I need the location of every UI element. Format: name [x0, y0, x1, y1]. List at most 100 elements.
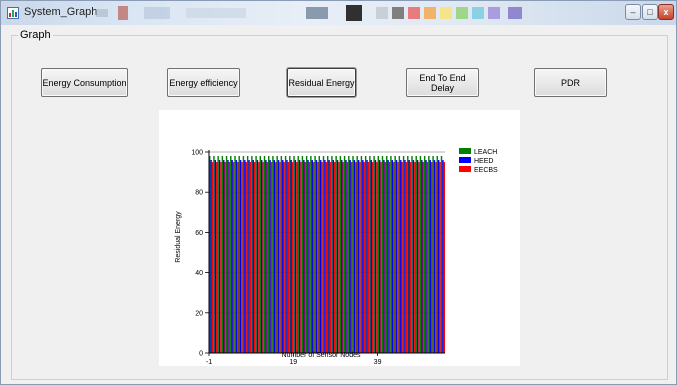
energy-consumption-button[interactable]: Energy Consumption — [41, 68, 128, 97]
bar-heed — [408, 160, 410, 353]
bar-eecbs — [211, 162, 214, 353]
bar-heed — [421, 160, 423, 353]
bar-heed — [404, 160, 406, 353]
bar-heed — [412, 160, 415, 353]
bar-leach — [213, 156, 215, 353]
bar-heed — [391, 160, 394, 353]
minimize-button[interactable]: – — [625, 4, 641, 20]
bar-eecbs — [350, 162, 353, 353]
bar-heed — [269, 160, 271, 353]
maximize-button[interactable]: □ — [642, 4, 658, 20]
bar-leach — [335, 156, 337, 353]
bar-eecbs — [393, 162, 395, 353]
bar-leach — [373, 156, 375, 353]
legend-swatch-heed — [459, 157, 471, 163]
bar-leach — [276, 156, 278, 353]
bar-leach — [221, 156, 224, 353]
bar-leach — [297, 156, 299, 353]
bar-eecbs — [279, 162, 281, 353]
bar-heed — [395, 160, 398, 353]
bar-heed — [298, 160, 301, 353]
y-tick-label: 20 — [195, 310, 203, 317]
bar-eecbs — [325, 162, 328, 353]
bar-leach — [263, 156, 266, 353]
bar-heed — [307, 160, 309, 353]
bar-leach — [255, 156, 257, 353]
window-title: System_Graph — [24, 6, 98, 18]
bar-eecbs — [216, 162, 218, 353]
bar-leach — [364, 156, 367, 353]
bar-leach — [318, 156, 320, 353]
bar-leach — [407, 156, 409, 353]
bar-heed — [256, 160, 259, 353]
bar-eecbs — [443, 162, 446, 353]
y-tick-label: 100 — [191, 150, 203, 157]
bar-eecbs — [296, 162, 298, 353]
title-bar[interactable]: System_Graph – □ x — [1, 1, 676, 25]
bar-leach — [381, 156, 384, 353]
bar-heed — [260, 160, 263, 353]
bar-eecbs — [321, 162, 323, 353]
bar-heed — [437, 160, 440, 353]
bar-heed — [378, 160, 381, 353]
bar-leach — [390, 156, 392, 353]
bar-heed — [210, 160, 212, 353]
bar-leach — [428, 156, 430, 353]
bar-heed — [429, 160, 431, 353]
y-axis-label: Residual Energy — [175, 211, 182, 263]
bar-leach — [343, 156, 346, 353]
bar-leach — [314, 156, 316, 353]
bar-leach — [402, 156, 405, 353]
close-button[interactable]: x — [658, 4, 674, 20]
bar-eecbs — [401, 162, 403, 353]
titlebar-background-decoration — [96, 4, 536, 22]
end-to-end-delay-button[interactable]: End To End Delay — [406, 68, 479, 97]
bar-leach — [386, 156, 388, 353]
bar-leach — [394, 156, 396, 353]
bar-heed — [214, 160, 217, 353]
bar-heed — [370, 160, 372, 353]
bar-leach — [352, 156, 354, 353]
bar-leach — [230, 156, 232, 353]
legend-swatch-eecbs — [459, 166, 471, 172]
bar-eecbs — [380, 162, 382, 353]
bar-eecbs — [228, 162, 231, 353]
bar-eecbs — [249, 162, 252, 353]
bar-heed — [252, 160, 254, 353]
bar-leach — [293, 156, 295, 353]
residual-energy-button[interactable]: Residual Energy — [287, 68, 356, 97]
bar-heed — [248, 160, 250, 353]
bar-eecbs — [291, 162, 294, 353]
pdr-button[interactable]: PDR — [534, 68, 607, 97]
bar-leach — [272, 156, 274, 353]
bar-leach — [377, 156, 379, 353]
bar-leach — [259, 156, 261, 353]
bar-eecbs — [312, 162, 315, 353]
bar-heed — [282, 160, 284, 353]
bar-eecbs — [409, 162, 412, 353]
bar-leach — [356, 156, 358, 353]
bar-eecbs — [414, 162, 416, 353]
energy-efficiency-button[interactable]: Energy efficiency — [167, 68, 240, 97]
bar-heed — [332, 160, 335, 353]
bar-eecbs — [329, 162, 332, 353]
legend-label-heed: HEED — [474, 158, 493, 165]
x-tick-label: 19 — [289, 359, 297, 366]
bar-leach — [305, 156, 308, 353]
bar-heed — [311, 160, 313, 353]
bar-heed — [277, 160, 280, 353]
bar-leach — [310, 156, 312, 353]
bar-heed — [294, 160, 297, 353]
bar-leach — [419, 156, 422, 353]
legend-label-eecbs: EECBS — [474, 167, 498, 174]
bar-eecbs — [220, 162, 222, 353]
bar-leach — [242, 156, 245, 353]
bar-heed — [319, 160, 322, 353]
y-tick-label: 60 — [195, 230, 203, 237]
bar-heed — [273, 160, 276, 353]
bar-eecbs — [262, 162, 264, 353]
bar-leach — [280, 156, 283, 353]
bar-heed — [218, 160, 221, 353]
bar-heed — [315, 160, 318, 353]
